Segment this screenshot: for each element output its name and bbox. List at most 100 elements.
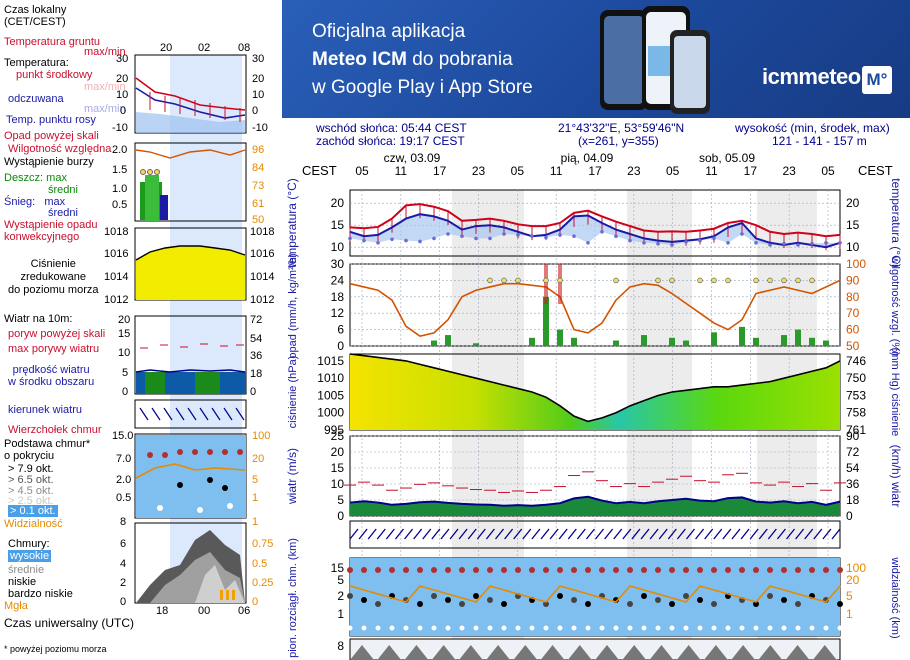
precip-bar-5 (557, 329, 563, 346)
storm-marker-9 (711, 277, 717, 284)
cloudbase-dot-22 (655, 597, 661, 603)
hour-label-7: 23 (627, 164, 641, 178)
legend-cl-high: wysokie (8, 550, 52, 562)
visibility-line (349, 585, 841, 603)
cloudtop-dot-0 (347, 567, 353, 573)
legend-dew: Temp. punktu rosy (6, 114, 96, 126)
cloudbase-low-dot-4 (403, 625, 409, 631)
app-promo-banner[interactable]: Oficjalna aplikacja Meteo ICM do pobrani… (282, 0, 910, 118)
wind-arrow-34 (658, 528, 668, 540)
legend-okt-79: > 7.9 okt. (8, 463, 54, 475)
cloudbase-dot-9 (473, 593, 479, 599)
banner-text: Oficjalna aplikacja Meteo ICM do pobrani… (312, 18, 533, 102)
legend-pressure: Ciśnienie zredukowane do poziomu morza (8, 258, 99, 296)
cloudbase-dot-5 (417, 601, 423, 607)
wind-arrow-24 (567, 528, 577, 540)
temp-ylabel: temperatura (°C) (285, 178, 299, 268)
wind-arrow-26 (585, 528, 595, 540)
cloudbase-low-dot-27 (725, 625, 731, 631)
temp-dew-point-35 (838, 241, 842, 245)
cloudbase-dot-21 (641, 593, 647, 599)
cloudtop-dot-19 (613, 567, 619, 573)
humidity-line (349, 279, 841, 338)
cloudbase-low-dot-2 (375, 625, 381, 631)
temp-mid-line (349, 213, 841, 249)
legend-time-tick-2: 02 (198, 42, 211, 54)
legend-rain-max: Deszcz: max (4, 172, 67, 184)
cloudtop-dot-23 (669, 567, 675, 573)
legend-conv-precip: Wystąpienie opadu konwekcyjnego (4, 219, 98, 243)
precip-ytick-3: 18 (331, 290, 345, 304)
temp-dew-point-6 (432, 236, 436, 241)
wind-arrow-49 (795, 528, 805, 540)
precip-bar-7 (613, 340, 619, 346)
day-label-2: sob, 05.09 (699, 151, 755, 165)
cb-y2tick-2: 5 (846, 589, 853, 603)
cloudtop-dot-6 (431, 567, 437, 573)
cloudtop-dot-17 (585, 567, 591, 573)
cloudbase-low-dot-8 (459, 625, 465, 631)
wind-tick-20: 20 (118, 314, 131, 326)
temp-dew-point-31 (782, 241, 786, 246)
hum-tick-96: 96 (252, 144, 265, 156)
wind-arrow-33 (649, 528, 659, 540)
wind-arrow-21 (540, 528, 550, 540)
cloudtop-dot-12 (515, 567, 521, 573)
temp-ytick-2: 20 (331, 196, 345, 210)
legend-gusts-above: poryw powyżej skali (8, 328, 106, 340)
temp-dew-point-34 (824, 241, 828, 245)
cloudbase-low-dot-11 (501, 625, 507, 631)
hum-ytick-0: 50 (846, 339, 860, 353)
hum-ytick-1: 60 (846, 323, 860, 337)
precip-bar-6 (571, 337, 577, 346)
precip-tick-15: 1.5 (112, 164, 128, 176)
cloudbase-dot-20 (627, 601, 633, 607)
legend-visibility: Widzialność (4, 518, 63, 530)
cloud-cover-peak-16 (785, 645, 810, 660)
cloudbase-low-dot-33 (809, 625, 815, 631)
cloudtop-dot-18 (599, 567, 605, 573)
wind-arrow-5 (394, 528, 404, 540)
hour-label-4: 05 (511, 164, 525, 178)
wind-arrow-48 (786, 528, 796, 540)
wind-arrow-29 (613, 528, 623, 540)
cloudtop-dot-22 (655, 567, 661, 573)
legend-temp-maxmin: max/min (84, 81, 126, 93)
cloudbase-low-dot-5 (417, 625, 423, 631)
temp-y2tick-1: 15 (846, 218, 860, 232)
temp-dew-point-18 (600, 230, 604, 234)
precip-ytick-1: 6 (337, 323, 344, 337)
wind-arrow-13 (467, 528, 477, 540)
wind-arrow-35 (667, 528, 677, 540)
legend-temperature: Temperatura: (4, 57, 69, 69)
press-ytick-0: 995 (324, 423, 344, 437)
storm-marker-6 (655, 277, 661, 284)
hour-label-0: 05 (355, 164, 369, 178)
temp-dew-point-4 (404, 238, 408, 243)
storm-marker-14 (795, 277, 801, 284)
temp-y2tick-2: 20 (846, 196, 860, 210)
storm-marker-10 (725, 277, 731, 284)
cloudtop-dot-28 (739, 567, 745, 573)
wind-arrow-20 (531, 528, 541, 540)
cb-rtick-5: 5 (252, 474, 259, 486)
temp-dew-point-15 (558, 233, 562, 237)
wind-arrow-14 (476, 528, 486, 540)
cloudbase-low-dot-25 (697, 625, 703, 631)
temp-dew-point-12 (516, 233, 520, 237)
wind-arrow-0 (349, 528, 359, 540)
wind-arrow-2 (367, 528, 377, 540)
cloudbase-low-dot-35 (837, 625, 843, 631)
legend-clouds: Chmury: (8, 538, 50, 550)
cloudbase-dot-0 (347, 593, 353, 599)
wind-y2tick-3: 54 (846, 461, 860, 475)
legend-temp-mid: punkt środkowy (16, 69, 93, 81)
storm-marker-7 (669, 277, 675, 284)
legend-time-local: Czas lokalny (CET/CEST) (4, 4, 67, 28)
cloud-cover-peak-10 (622, 645, 647, 660)
hour-label-9: 11 (705, 164, 718, 178)
hour-label-3: 23 (472, 164, 486, 178)
cloudtop-dot-20 (627, 567, 633, 573)
cb-rtick-100: 100 (252, 430, 271, 442)
precip-above-scale-0 (544, 264, 548, 304)
